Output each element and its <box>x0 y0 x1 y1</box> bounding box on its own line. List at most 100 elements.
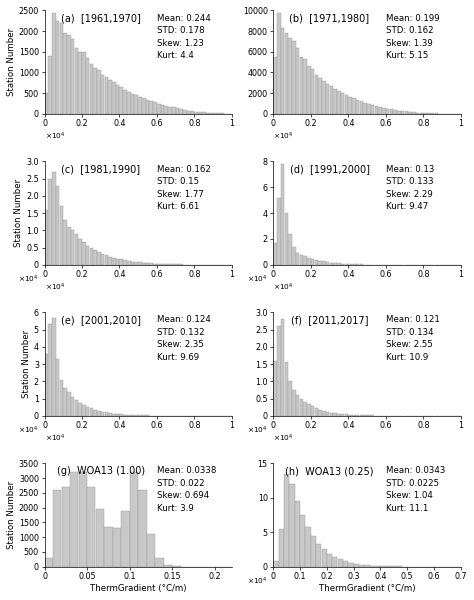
Bar <box>138 490 146 567</box>
Text: (c)  [1981,1990]: (c) [1981,1990] <box>61 164 140 175</box>
Bar <box>78 239 82 265</box>
Bar <box>74 234 78 265</box>
Bar <box>348 415 352 416</box>
Y-axis label: Station Number: Station Number <box>7 28 16 96</box>
Bar <box>164 565 172 567</box>
Bar <box>116 414 119 416</box>
Bar <box>52 172 56 265</box>
Bar <box>123 260 127 265</box>
Bar <box>78 403 82 416</box>
Bar <box>337 413 341 416</box>
Bar <box>96 509 104 567</box>
Bar <box>127 415 131 416</box>
Bar <box>67 35 71 114</box>
Bar <box>164 264 168 265</box>
Bar <box>93 68 97 114</box>
Bar <box>142 263 146 265</box>
Bar <box>326 262 329 265</box>
Bar <box>284 473 289 567</box>
Y-axis label: Station Number: Station Number <box>22 330 31 398</box>
Bar <box>90 248 93 265</box>
Bar <box>319 260 322 265</box>
Bar <box>333 263 337 265</box>
Bar <box>284 362 288 416</box>
Bar <box>183 110 187 114</box>
Text: Mean: 0.13
STD: 0.133
Skew: 2.29
Kurt: 9.47: Mean: 0.13 STD: 0.133 Skew: 2.29 Kurt: 9… <box>386 164 434 211</box>
Bar <box>273 361 277 416</box>
Bar <box>104 412 108 416</box>
Bar <box>45 93 48 114</box>
Bar <box>131 415 135 416</box>
Bar <box>273 243 277 265</box>
Bar <box>71 397 74 416</box>
Bar <box>354 564 359 567</box>
Bar <box>93 250 97 265</box>
Bar <box>284 33 288 114</box>
Bar <box>116 259 119 265</box>
Bar <box>343 562 348 567</box>
Bar <box>327 554 332 567</box>
Bar <box>79 472 87 567</box>
Bar <box>108 257 112 265</box>
Text: $\times10^4$: $\times10^4$ <box>247 274 268 286</box>
Bar <box>345 264 348 265</box>
Bar <box>71 230 74 265</box>
Bar <box>149 101 153 114</box>
Bar <box>296 395 300 416</box>
Bar <box>97 70 100 114</box>
Bar <box>303 59 307 114</box>
Bar <box>157 104 161 114</box>
Bar <box>101 412 104 416</box>
Bar <box>78 52 82 114</box>
Bar <box>412 112 416 114</box>
Bar <box>168 107 172 114</box>
Bar <box>337 91 341 114</box>
Bar <box>419 113 423 114</box>
Text: (e)  [2001,2010]: (e) [2001,2010] <box>61 316 141 325</box>
Bar <box>113 529 121 567</box>
Bar <box>370 566 375 567</box>
Text: Mean: 0.162
STD: 0.15
Skew: 1.77
Kurt: 6.61: Mean: 0.162 STD: 0.15 Skew: 1.77 Kurt: 6… <box>157 164 211 211</box>
Text: Mean: 0.244
STD: 0.178
Skew: 1.23
Kurt: 4.4: Mean: 0.244 STD: 0.178 Skew: 1.23 Kurt: … <box>157 14 211 60</box>
Bar <box>307 66 311 114</box>
Bar <box>332 557 337 567</box>
Bar <box>382 108 386 114</box>
Bar <box>277 13 281 114</box>
Bar <box>123 415 127 416</box>
Bar <box>348 264 352 265</box>
Bar <box>321 550 327 567</box>
Bar <box>273 57 277 114</box>
Bar <box>352 415 356 416</box>
Bar <box>147 534 155 567</box>
Bar <box>121 511 129 567</box>
Bar <box>300 57 303 114</box>
Bar <box>292 41 296 114</box>
Bar <box>423 113 427 114</box>
Bar <box>277 326 281 416</box>
Text: $\times10^4$: $\times10^4$ <box>18 274 39 286</box>
Bar <box>316 544 321 567</box>
Bar <box>60 380 63 416</box>
Bar <box>56 185 59 265</box>
Bar <box>172 107 176 114</box>
Bar <box>416 113 419 114</box>
Bar <box>359 565 364 567</box>
Bar <box>119 88 123 114</box>
Bar <box>311 406 314 416</box>
Bar <box>116 85 119 114</box>
Bar <box>360 101 363 114</box>
Text: Mean: 0.0343
STD: 0.0225
Skew: 1.04
Kurt: 11.1: Mean: 0.0343 STD: 0.0225 Skew: 1.04 Kurt… <box>386 466 445 513</box>
Bar <box>108 413 112 416</box>
Bar <box>101 254 104 265</box>
Bar <box>119 415 123 416</box>
Bar <box>157 264 161 265</box>
Bar <box>53 490 62 567</box>
Text: $\times10^4$: $\times10^4$ <box>45 433 65 443</box>
Bar <box>311 259 314 265</box>
Bar <box>86 407 90 416</box>
Bar <box>341 93 345 114</box>
Bar <box>176 108 179 114</box>
Bar <box>290 484 295 567</box>
Bar <box>155 558 164 567</box>
Bar <box>371 105 374 114</box>
